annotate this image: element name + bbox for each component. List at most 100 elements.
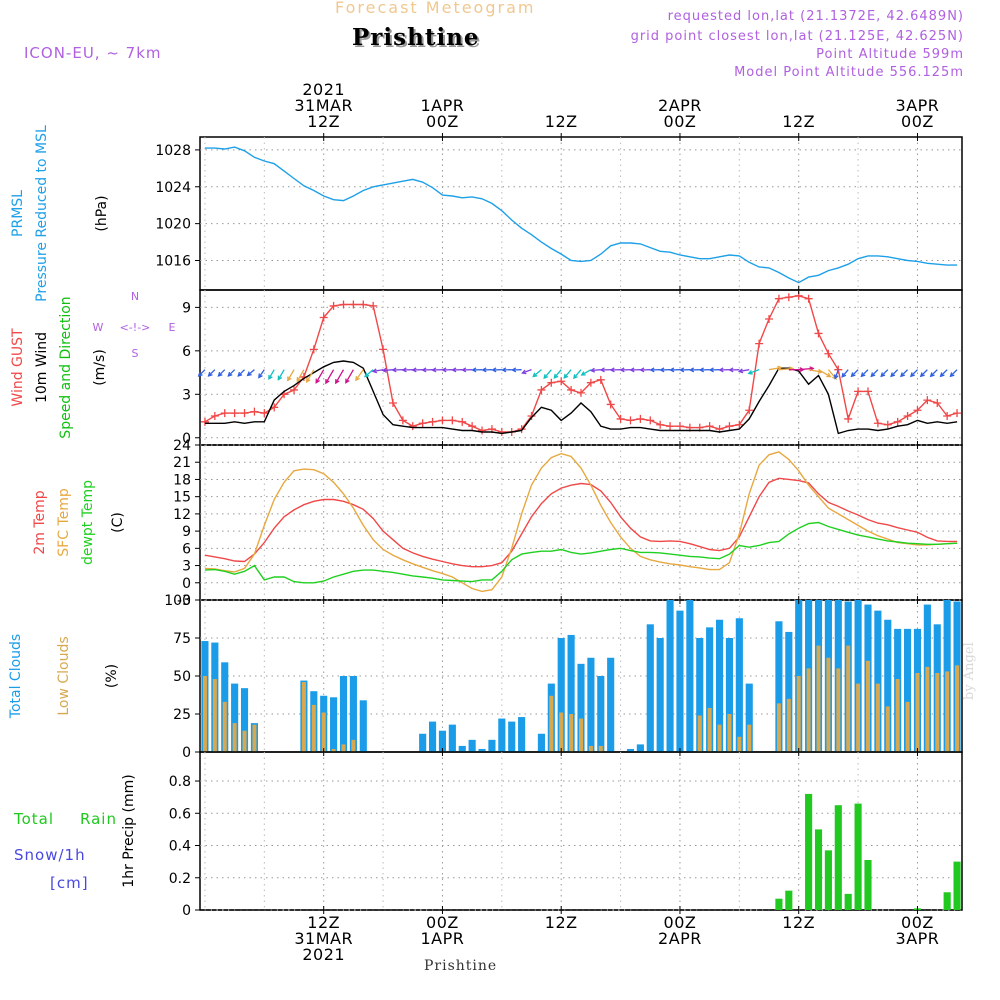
wind-arrow [277, 369, 285, 380]
low-cloud-bar [321, 712, 326, 752]
series-line-dewpt-temp [204, 521, 958, 584]
wind-arrow-head [890, 372, 896, 378]
unit-label: (hPa) [94, 195, 110, 231]
side-label-sfc: SFC Temp [56, 488, 72, 557]
wind-arrow-head [833, 374, 839, 380]
point-altitude: Point Altitude 599m [816, 47, 964, 62]
low-cloud-bar [786, 698, 791, 752]
wind-arrow-head [909, 372, 915, 378]
wind-arrow-head [573, 374, 578, 380]
bottom-axis-label: 00Z [426, 913, 459, 932]
wind-arrow-head [900, 372, 906, 378]
low-cloud-bar [242, 730, 247, 752]
wind-arrow-head [659, 367, 665, 373]
series-line-wind-gust [204, 295, 958, 433]
gust-marker [418, 419, 427, 428]
wind-arrow-head [217, 371, 223, 377]
top-axis-label: 2APR [658, 96, 702, 115]
total-cloud-bar [646, 624, 654, 752]
wind-arrow-head [197, 371, 203, 377]
low-cloud-bar [301, 682, 306, 752]
low-cloud-bar [311, 704, 316, 752]
wind-arrow [841, 369, 849, 378]
bottom-axis-label: 00Z [664, 913, 697, 932]
top-axis-label: 00Z [426, 112, 459, 131]
wind-arrow-head [649, 367, 655, 373]
compass-glyph: <-!-> [120, 321, 151, 334]
low-cloud-bar [747, 724, 752, 752]
gust-marker [804, 294, 813, 303]
y-tick-label: 3 [182, 559, 191, 575]
gust-marker [646, 416, 655, 425]
wind-arrow [325, 369, 335, 384]
y-tick-label: 6 [182, 344, 191, 360]
gust-marker [349, 300, 358, 309]
low-cloud-bar [351, 739, 356, 752]
rain-bar [953, 861, 961, 910]
wind-arrow-head [345, 378, 350, 384]
wind-arrow-head [315, 378, 320, 384]
top-axis-label: 12Z [782, 112, 815, 131]
total-cloud-bar [428, 721, 437, 752]
gust-marker [478, 426, 487, 435]
gust-marker [319, 313, 328, 322]
wind-arrow-head [364, 372, 370, 378]
wind-arrow [198, 369, 206, 377]
low-cloud-bar [935, 672, 940, 752]
gust-marker [735, 420, 744, 429]
gust-marker [854, 387, 863, 396]
total-cloud-bar [626, 748, 635, 752]
top-axis-label: 00Z [664, 112, 697, 131]
wind-arrow-head [688, 367, 695, 373]
y-tick-label: 100 [164, 593, 191, 609]
wind-arrow [218, 369, 226, 377]
series-line-2m-temp [204, 477, 958, 568]
wind-arrow-head [669, 367, 675, 373]
wind-arrow-head [737, 368, 744, 374]
gust-marker [814, 329, 823, 338]
model-point-altitude: Model Point Altitude 556.125m [734, 65, 964, 80]
requested-location: requested lon,lat (21.1372E, 42.6489N) [667, 9, 964, 24]
wind-arrow-head [371, 368, 378, 374]
wind-arrow-head [708, 367, 714, 373]
wind-arrow [860, 369, 869, 377]
low-cloud-bar [232, 723, 237, 752]
wind-arrow-head [580, 371, 586, 376]
credit-watermark: by Angel [962, 642, 977, 700]
low-cloud-bar [727, 714, 732, 752]
total-cloud-bar [666, 600, 674, 752]
wind-arrow-head [441, 367, 447, 373]
top-axis-label: 2021 [302, 80, 345, 99]
wind-arrow-head [431, 367, 437, 373]
total-cloud-bar [518, 717, 526, 752]
wind-arrow [364, 369, 374, 377]
total-cloud-bar [508, 721, 516, 752]
gust-marker [557, 377, 566, 386]
gust-marker [577, 388, 585, 397]
gust-marker [953, 409, 962, 418]
gust-marker [596, 375, 605, 384]
rain-bar [785, 890, 793, 910]
y-tick-label: -3 [177, 593, 191, 609]
wind-arrow-head [841, 372, 847, 378]
wind-arrow-head [461, 367, 467, 373]
wind-arrow [563, 369, 572, 379]
unit-label: (C) [110, 512, 126, 533]
total-cloud-bar [884, 619, 892, 752]
wind-arrow-head [421, 367, 427, 373]
total-cloud-bar [735, 618, 743, 752]
low-cloud-bar [816, 645, 821, 752]
wind-arrow-head [563, 373, 569, 379]
low-cloud-bar [202, 676, 207, 752]
gust-marker [428, 417, 437, 426]
y-tick-label: 15 [173, 490, 191, 506]
low-cloud-bar [856, 683, 861, 752]
rain-bar [805, 793, 813, 910]
bottom-axis-label: 12Z [782, 913, 815, 932]
gust-marker [903, 412, 912, 421]
y-tick-label: 18 [173, 472, 191, 488]
gust-marker [666, 422, 675, 431]
wind-arrow-head [679, 367, 685, 373]
total-cloud-bar [567, 634, 575, 752]
